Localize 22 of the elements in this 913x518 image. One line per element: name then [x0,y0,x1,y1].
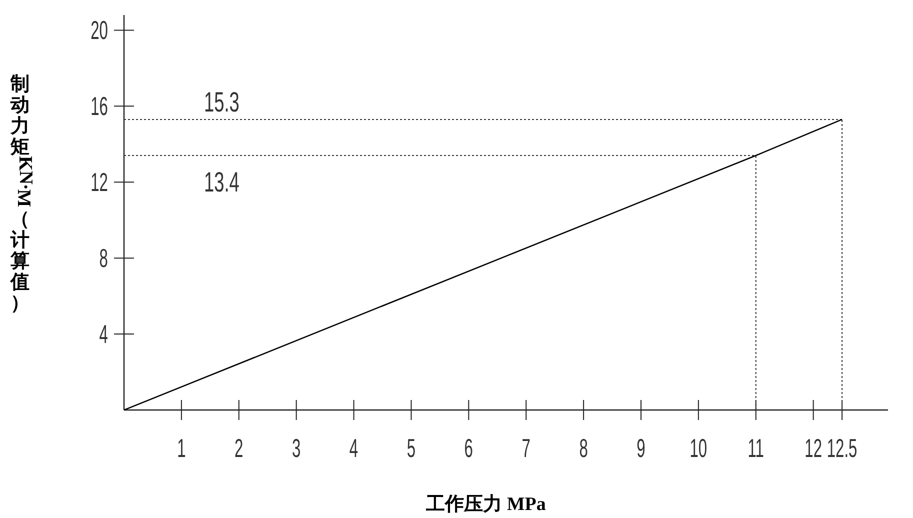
y-tick-label: 16 [90,92,108,122]
x-axis-title: 工作压力 MPa [425,493,546,515]
x-tick-label: 12.5 [826,434,858,464]
y-tick-label: 20 [90,16,108,46]
ref-line-label: 15.3 [204,88,240,119]
x-tick-label: 4 [349,434,358,464]
x-tick-label: 1 [177,434,186,464]
y-tick-label: 8 [99,244,108,274]
x-tick-label: 3 [292,434,301,464]
x-tick-label: 11 [748,434,764,464]
x-tick-label: 5 [406,434,416,464]
x-tick-label: 9 [636,434,646,464]
y-tick-label: 12 [90,168,108,198]
x-tick-label: 8 [579,434,588,464]
y-tick-label: 4 [99,320,108,350]
ref-line-label: 13.4 [204,168,240,199]
x-tick-label: 6 [464,434,474,464]
x-tick-label: 7 [522,434,530,464]
x-tick-label: 2 [234,434,244,464]
x-tick-label: 10 [690,434,708,464]
x-tick-label: 12 [804,434,822,464]
text: 制动力矩 KN.M（计算值） [10,74,41,314]
